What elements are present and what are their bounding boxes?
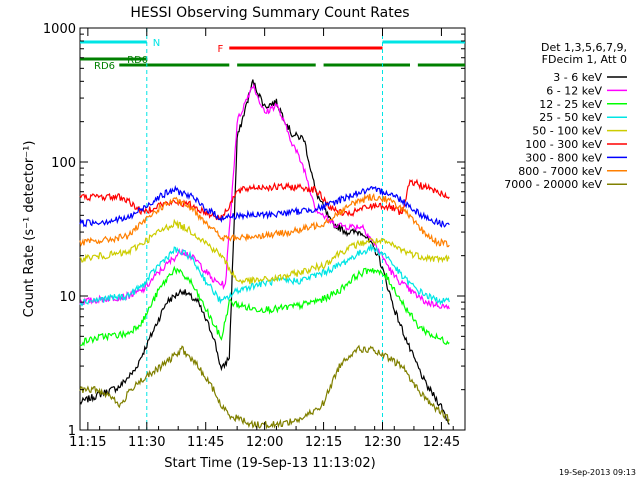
series-line-12-25-kev [79,265,450,347]
timestamp: 19-Sep-2013 09:13 [559,468,636,477]
x-tick-label-0: 11:15 [69,435,106,450]
x-axis-ticks: 11:15 11:30 11:45 12:00 12:15 12:30 12:45 [69,28,460,450]
legend-label-300-800-kev: 300 - 800 keV [525,151,602,164]
x-tick-label-3: 12:00 [246,435,283,450]
y-tick-label-3: 1000 [43,22,76,37]
flag-label-rd0: RD0 [127,55,148,66]
plot-frame [79,27,466,431]
legend-label-6-12-kev: 6 - 12 keV [546,84,602,97]
y-tick-label-2: 100 [51,156,76,171]
legend-label-25-50-kev: 25 - 50 keV [539,111,602,124]
y-axis-label: Count Rate (s⁻¹ detector⁻¹) [22,141,37,318]
y-axis-ticks: 1 10 100 1000 [43,22,465,439]
x-tick-label-4: 12:15 [305,435,342,450]
x-tick-label-5: 12:30 [364,435,401,450]
x-tick-label-1: 11:30 [128,435,165,450]
y-tick-label-1: 10 [59,290,76,305]
legend-label-7000-20000-kev: 7000 - 20000 keV [504,178,602,191]
y-tick-label-0: 1 [68,424,76,439]
series-line-300-800-kev [79,184,450,228]
flag-label-rd6: RD6 [94,61,115,72]
series-line-50-100-kev [79,218,450,285]
x-axis-label: Start Time (19-Sep-13 11:13:02) [164,456,375,471]
night-boundary-lines [146,28,383,430]
legend-label-800-7000-kev: 800 - 7000 keV [518,165,602,178]
flag-label-f: F [218,44,224,55]
chart-title: HESSI Observing Summary Count Rates [130,5,409,21]
legend-header-line-1: Det 1,3,5,6,7,9, [541,41,627,54]
flag-label-n: N [153,38,160,49]
series-line-6-12-kev [79,82,450,310]
series-line-800-7000-kev [79,193,450,248]
legend-label-100-300-kev: 100 - 300 keV [525,138,602,151]
legend-label-12-25-kev: 12 - 25 keV [539,98,602,111]
flag-bars: N F RD0 RD6 [80,38,465,72]
legend-label-50-100-kev: 50 - 100 keV [532,125,602,138]
x-tick-label-2: 11:45 [187,435,224,450]
legend-header-line-2: FDecim 1, Att 0 [542,53,627,66]
legend-label-3-6-kev: 3 - 6 keV [553,71,602,84]
x-tick-label-6: 12:45 [423,435,460,450]
series-line-25-50-kev [79,244,450,307]
series-line-3-6-kev [79,79,450,425]
series-line-100-300-kev [79,178,450,221]
